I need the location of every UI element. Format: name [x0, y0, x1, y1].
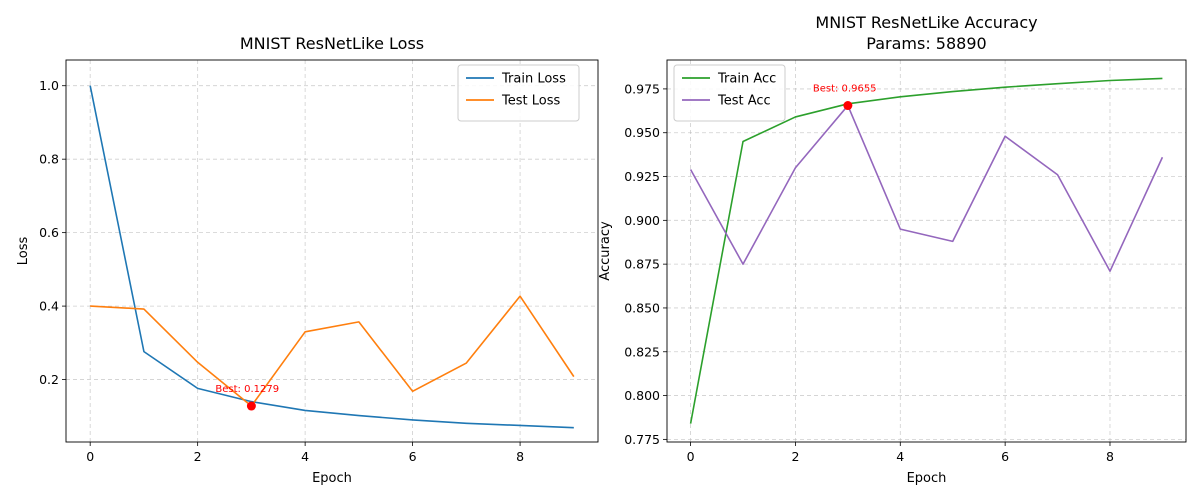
best-point-label: Best: 0.1279 — [215, 384, 279, 395]
x-tick-label: 2 — [194, 449, 202, 464]
y-tick-label: 0.6 — [39, 225, 59, 240]
y-tick-label: 0.4 — [39, 299, 59, 314]
y-tick-label: 0.925 — [624, 169, 660, 184]
x-tick-label: 0 — [86, 449, 94, 464]
x-tick-label: 6 — [409, 449, 417, 464]
y-axis-label: Loss — [16, 237, 31, 266]
y-tick-label: 0.825 — [624, 344, 660, 359]
x-tick-label: 4 — [896, 449, 904, 464]
y-axis-label: Accuracy — [598, 221, 613, 281]
legend-entry: Test Acc — [717, 94, 771, 109]
legend-box — [673, 64, 786, 122]
best-point-marker — [246, 401, 256, 411]
series-line-test-loss — [90, 295, 575, 407]
x-tick-label: 6 — [1001, 449, 1009, 464]
x-tick-label: 2 — [791, 449, 799, 464]
x-tick-label: 8 — [1106, 449, 1114, 464]
series-line-test-acc — [689, 104, 1164, 272]
chart-title: MNIST ResNetLike Accuracy — [815, 13, 1037, 32]
x-tick-label: 0 — [687, 449, 695, 464]
y-tick-label: 0.800 — [624, 388, 660, 403]
y-tick-label: 0.950 — [624, 125, 660, 140]
y-tick-label: 0.850 — [624, 300, 660, 315]
axes-frame — [666, 59, 1187, 443]
chart-title: MNIST ResNetLike Loss — [240, 34, 424, 53]
x-tick-label: 4 — [301, 449, 309, 464]
legend-entry: Train Loss — [501, 72, 566, 87]
y-tick-label: 0.2 — [39, 372, 59, 387]
x-axis-label: Epoch — [907, 471, 947, 486]
series-line-train-acc — [689, 77, 1163, 424]
best-point-label: Best: 0.9655 — [813, 84, 877, 95]
best-point-marker — [843, 101, 853, 111]
series-line-train-loss — [89, 85, 574, 429]
x-axis-label: Epoch — [312, 471, 352, 486]
legend-box — [457, 64, 580, 122]
y-tick-label: 0.875 — [624, 257, 660, 272]
legend-entry: Test Loss — [501, 94, 560, 109]
chart-subtitle: Params: 58890 — [866, 34, 986, 53]
y-tick-label: 0.8 — [39, 152, 59, 167]
y-tick-label: 0.775 — [624, 432, 660, 447]
legend-entry: Train Acc — [717, 72, 776, 87]
x-tick-label: 8 — [516, 449, 524, 464]
y-tick-label: 1.0 — [39, 78, 59, 93]
y-tick-label: 0.900 — [624, 213, 660, 228]
axes-frame — [65, 59, 599, 443]
y-tick-label: 0.975 — [624, 81, 660, 96]
